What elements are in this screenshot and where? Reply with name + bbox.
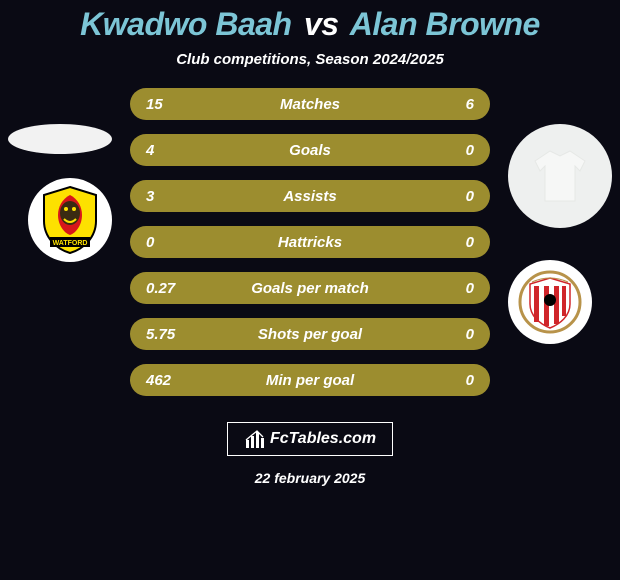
vs-text: vs (304, 6, 339, 42)
stat-left-value: 4 (146, 142, 196, 159)
date-text: 22 february 2025 (0, 470, 620, 486)
subtitle: Club competitions, Season 2024/2025 (0, 51, 620, 68)
stat-right-value: 0 (424, 280, 474, 297)
stat-label: Assists (196, 188, 424, 205)
player2-name: Alan Browne (350, 6, 540, 42)
stat-row: 15 Matches 6 (130, 88, 490, 120)
player1-avatar-ellipse (8, 124, 112, 154)
logo-text: FcTables.com (270, 430, 376, 448)
stat-label: Min per goal (196, 372, 424, 389)
stat-right-value: 0 (424, 326, 474, 343)
svg-text:WATFORD: WATFORD (53, 240, 88, 247)
stat-row: 0.27 Goals per match 0 (130, 272, 490, 304)
bars-icon (244, 428, 266, 450)
stat-label: Goals per match (196, 280, 424, 297)
stat-right-value: 6 (424, 96, 474, 113)
shirt-icon (525, 141, 595, 211)
stat-row: 0 Hattricks 0 (130, 226, 490, 258)
stat-left-value: 0.27 (146, 280, 196, 297)
fctables-logo: FcTables.com (227, 422, 393, 456)
stat-row: 462 Min per goal 0 (130, 364, 490, 396)
sunderland-crest-icon (518, 270, 582, 334)
watford-crest-icon: WATFORD (40, 185, 100, 255)
stat-label: Hattricks (196, 234, 424, 251)
stat-row: 5.75 Shots per goal 0 (130, 318, 490, 350)
player1-club-badge: WATFORD (28, 178, 112, 262)
stat-right-value: 0 (424, 234, 474, 251)
stat-left-value: 3 (146, 188, 196, 205)
stat-label: Matches (196, 96, 424, 113)
stat-row: 3 Assists 0 (130, 180, 490, 212)
comparison-title: Kwadwo Baah vs Alan Browne (0, 0, 620, 43)
player2-club-badge (508, 260, 592, 344)
stat-row: 4 Goals 0 (130, 134, 490, 166)
stat-label: Shots per goal (196, 326, 424, 343)
stat-left-value: 462 (146, 372, 196, 389)
stat-right-value: 0 (424, 188, 474, 205)
stat-label: Goals (196, 142, 424, 159)
stat-right-value: 0 (424, 372, 474, 389)
stat-left-value: 15 (146, 96, 196, 113)
stats-list: 15 Matches 6 4 Goals 0 3 Assists 0 0 Hat… (130, 88, 490, 396)
stat-left-value: 0 (146, 234, 196, 251)
player1-name: Kwadwo Baah (80, 6, 291, 42)
stat-left-value: 5.75 (146, 326, 196, 343)
player2-avatar (508, 124, 612, 228)
stat-right-value: 0 (424, 142, 474, 159)
